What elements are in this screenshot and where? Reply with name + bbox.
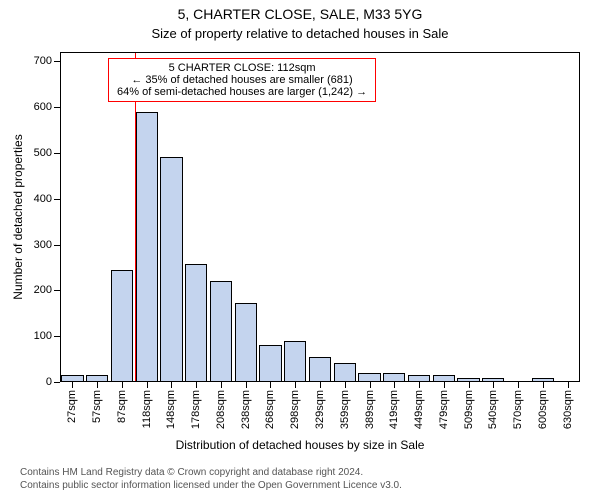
xtick-mark [320,382,321,388]
xtick-mark [122,382,123,388]
annotation-line: 64% of semi-detached houses are larger (… [117,86,367,98]
histogram-bar [185,264,207,382]
xtick-mark [568,382,569,388]
chart-title: 5, CHARTER CLOSE, SALE, M33 5YG [0,6,600,22]
xtick-label: 268sqm [264,390,276,429]
chart-subtitle: Size of property relative to detached ho… [0,26,600,41]
annotation-box: 5 CHARTER CLOSE: 112sqm← 35% of detached… [108,58,376,102]
ytick-label: 700 [34,55,60,67]
ytick-label: 300 [34,239,60,251]
histogram-bar [309,357,331,382]
histogram-bar [210,281,232,382]
x-axis-label: Distribution of detached houses by size … [0,438,600,452]
xtick-mark [171,382,172,388]
xtick-mark [469,382,470,388]
histogram-bar [61,375,83,382]
histogram-bar [160,157,182,382]
xtick-label: 509sqm [463,390,475,429]
xtick-mark [246,382,247,388]
xtick-label: 359sqm [339,390,351,429]
footer-attribution: Contains HM Land Registry data © Crown c… [20,466,580,492]
xtick-label: 148sqm [165,390,177,429]
ytick-label: 0 [46,376,60,388]
xtick-mark [196,382,197,388]
ytick-label: 500 [34,147,60,159]
xtick-label: 87sqm [116,390,128,423]
histogram-bar [358,373,380,382]
xtick-mark [419,382,420,388]
ytick-label: 600 [34,101,60,113]
xtick-mark [444,382,445,388]
xtick-label: 298sqm [289,390,301,429]
xtick-mark [97,382,98,388]
annotation-line: 5 CHARTER CLOSE: 112sqm [117,62,367,74]
histogram-bar [408,375,430,382]
histogram-bar [383,373,405,382]
footer-line: Contains public sector information licen… [20,479,580,492]
histogram-bar [433,375,455,382]
xtick-mark [221,382,222,388]
xtick-mark [518,382,519,388]
xtick-label: 208sqm [215,390,227,429]
histogram-bar [86,375,108,382]
xtick-label: 419sqm [388,390,400,429]
xtick-label: 630sqm [562,390,574,429]
xtick-mark [370,382,371,388]
xtick-mark [345,382,346,388]
histogram-bar [111,270,133,382]
xtick-label: 27sqm [66,390,78,423]
chart-container: { "title": "5, CHARTER CLOSE, SALE, M33 … [0,0,600,500]
xtick-mark [147,382,148,388]
ytick-label: 200 [34,284,60,296]
xtick-label: 178sqm [190,390,202,429]
xtick-mark [394,382,395,388]
xtick-label: 479sqm [438,390,450,429]
xtick-label: 238sqm [240,390,252,429]
xtick-label: 449sqm [413,390,425,429]
xtick-mark [493,382,494,388]
xtick-label: 600sqm [537,390,549,429]
histogram-bar [334,363,356,382]
xtick-label: 389sqm [364,390,376,429]
histogram-bar [259,345,281,382]
histogram-bar [284,341,306,382]
xtick-label: 329sqm [314,390,326,429]
ytick-label: 100 [34,330,60,342]
xtick-label: 570sqm [512,390,524,429]
plot-area: 0100200300400500600700 27sqm57sqm87sqm11… [60,52,580,382]
xtick-mark [295,382,296,388]
y-axis-label: Number of detached properties [11,134,25,299]
annotation-line: ← 35% of detached houses are smaller (68… [117,74,367,86]
xtick-label: 118sqm [141,390,153,428]
xtick-mark [270,382,271,388]
xtick-mark [72,382,73,388]
ytick-label: 400 [34,193,60,205]
histogram-bar [136,112,158,382]
xtick-label: 57sqm [91,390,103,423]
xtick-mark [543,382,544,388]
xtick-label: 540sqm [487,390,499,429]
footer-line: Contains HM Land Registry data © Crown c… [20,466,580,479]
histogram-bar [235,303,257,382]
